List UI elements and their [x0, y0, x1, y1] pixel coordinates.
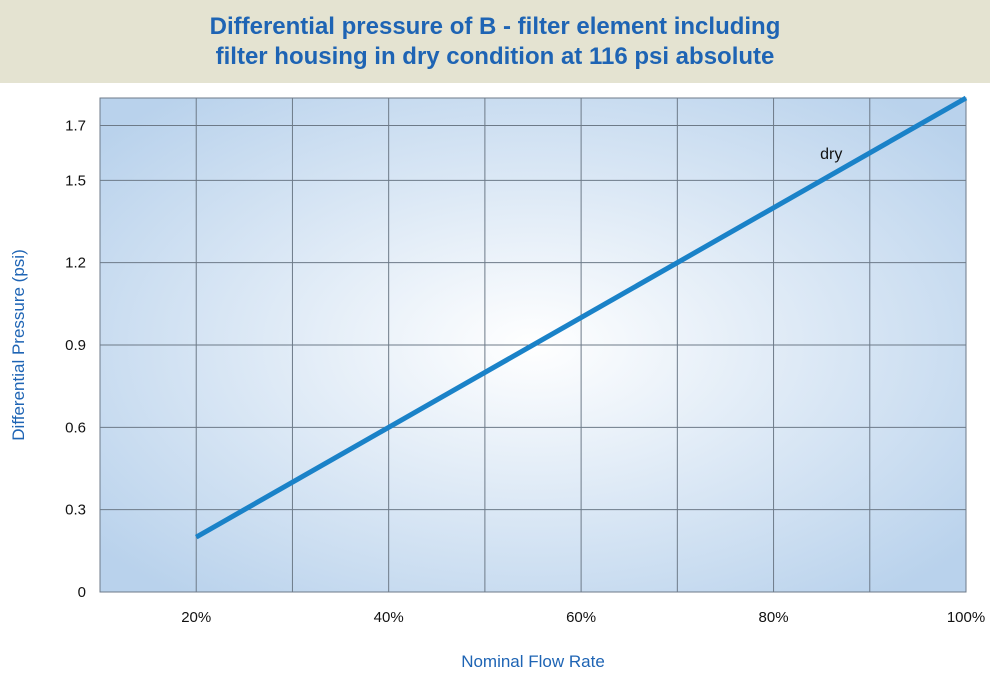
- x-tick-label: 100%: [947, 609, 985, 626]
- y-axis-ticks: 0 0.3 0.6 0.9 1.2 1.5 1.7: [65, 117, 86, 601]
- chart-title-line-2: filter housing in dry condition at 116 p…: [215, 42, 775, 70]
- series-line-dry: [194, 95, 968, 540]
- y-tick-label: 0: [78, 584, 86, 601]
- x-axis-label: Nominal Flow Rate: [461, 652, 605, 671]
- plot-border: [99, 97, 967, 593]
- x-tick-label: 60%: [566, 609, 596, 626]
- y-tick-label: 0.9: [65, 337, 86, 354]
- y-tick-label: 1.7: [65, 117, 86, 134]
- series-layer: dry: [194, 95, 968, 540]
- chart-title-band: Differential pressure of B - filter elem…: [0, 0, 990, 83]
- y-axis-label: Differential Pressure (psi): [9, 249, 28, 440]
- y-tick-label: 0.6: [65, 419, 86, 436]
- x-axis-ticks: 20% 40% 60% 80% 100%: [181, 609, 985, 626]
- series-label-dry: dry: [820, 146, 842, 163]
- y-tick-label: 0.3: [65, 502, 86, 519]
- x-tick-label: 40%: [374, 609, 404, 626]
- x-tick-label: 80%: [759, 609, 789, 626]
- x-tick-label: 20%: [181, 609, 211, 626]
- chart-title-line-1: Differential pressure of B - filter elem…: [209, 12, 781, 40]
- y-tick-label: 1.5: [65, 172, 86, 189]
- y-tick-label: 1.2: [65, 255, 86, 272]
